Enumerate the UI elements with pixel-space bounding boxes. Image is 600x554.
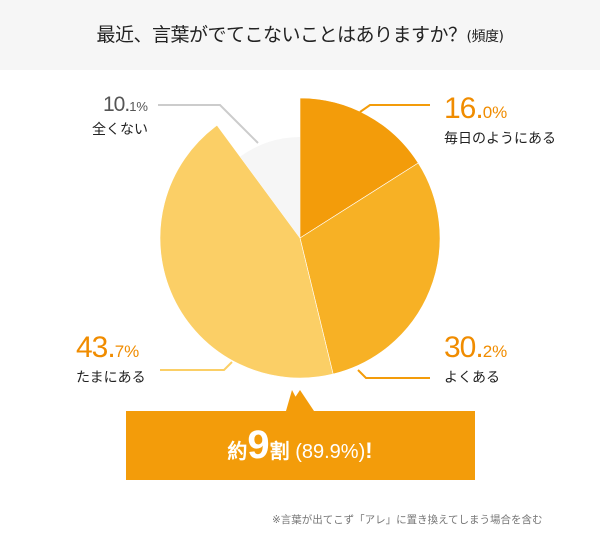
value-sub: 2%	[483, 342, 508, 361]
pie-slice-3	[159, 124, 334, 379]
callout-paren: (89.9%)	[290, 441, 366, 463]
category-label-3: たまにある	[76, 370, 146, 386]
callout-big: 9	[247, 423, 269, 467]
value-label-3: 43.7%	[76, 331, 139, 364]
header-band	[0, 0, 600, 70]
value-sub: 7%	[115, 342, 140, 361]
value-label-2: 30.2%	[444, 331, 507, 364]
value-main: 16.	[444, 92, 483, 125]
callout-bang: !	[365, 438, 372, 463]
value-main: 30.	[444, 331, 483, 364]
page-title: 最近、言葉がでてこないことはありますか？(頻度)	[0, 0, 600, 70]
callout-text: 約9割 (89.9%)!	[227, 423, 372, 467]
value-label-4: 10.1%	[103, 93, 148, 116]
category-label-1: 毎日のようにある	[444, 131, 556, 147]
pie-slice-4	[240, 137, 300, 238]
value-main: 43.	[76, 331, 115, 364]
leader-line-3	[160, 361, 233, 371]
leader-line-2	[357, 369, 430, 379]
callout-arrow	[286, 390, 314, 411]
category-label-2: よくある	[444, 370, 500, 386]
category-label-4: 全くない	[92, 121, 148, 138]
value-sub: 0%	[483, 103, 508, 122]
value-sub: 1%	[129, 99, 148, 114]
callout-box	[126, 411, 475, 480]
leader-line-1	[359, 104, 430, 113]
title-suffix: (頻度)	[466, 29, 504, 45]
pie-slice-1	[299, 97, 419, 239]
pie-slice-2	[299, 162, 441, 375]
callout-post: 割	[270, 439, 290, 463]
value-main: 10.	[103, 93, 129, 116]
callout-pre: 約	[227, 439, 247, 463]
value-label-1: 16.0%	[444, 92, 507, 125]
title-text: 最近、言葉がでてこないことはありますか？	[96, 24, 468, 46]
footnote: ※言葉が出てこず「アレ」に置き換えてしまう場合を含む	[272, 514, 543, 526]
leader-line-4	[158, 104, 259, 144]
